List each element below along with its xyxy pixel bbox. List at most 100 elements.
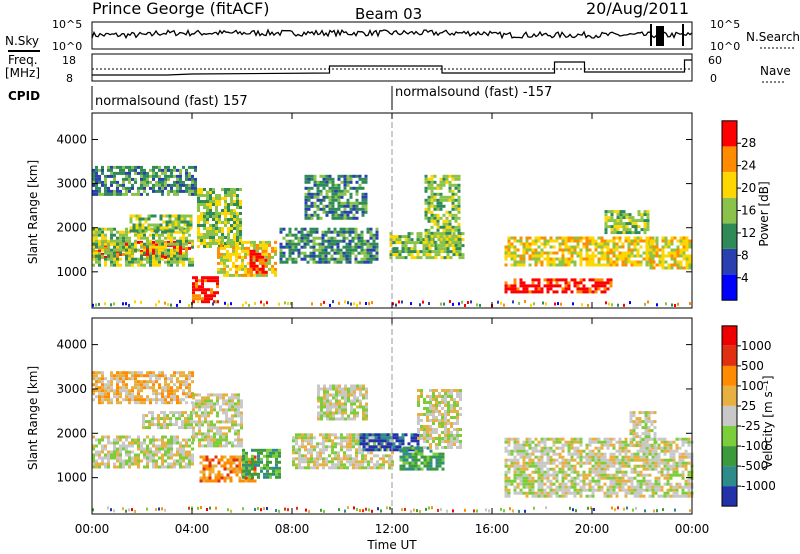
- velocity-cell: [160, 426, 163, 429]
- power-speckle: [503, 304, 505, 307]
- power-cell: [140, 243, 143, 246]
- power-cell: [683, 246, 686, 249]
- velocity-cell: [332, 406, 335, 409]
- power-speckle: [629, 301, 631, 304]
- power-cell: [215, 197, 218, 200]
- velocity-cell: [323, 394, 326, 397]
- power-cell: [373, 255, 376, 258]
- velocity-cell: [178, 426, 181, 429]
- power-cell: [402, 256, 405, 259]
- power-cell: [532, 240, 535, 243]
- velocity-cell: [219, 444, 222, 447]
- power-cell: [140, 193, 143, 196]
- velocity-cell: [185, 451, 188, 454]
- power-cell: [535, 287, 538, 290]
- power-cell: [323, 196, 326, 199]
- velocity-cell: [101, 436, 104, 439]
- power-cell: [197, 194, 200, 197]
- power-cell: [146, 261, 149, 264]
- nsearch-label: N.Search: [746, 30, 800, 44]
- velocity-cell: [104, 383, 107, 386]
- velocity-cell: [163, 423, 166, 426]
- velocity-cell: [176, 463, 179, 466]
- power-cell: [446, 196, 449, 199]
- power-cell: [434, 223, 437, 226]
- velocity-cell: [450, 434, 453, 437]
- power-cell: [239, 224, 242, 227]
- power-cell: [611, 228, 614, 231]
- velocity-cell: [228, 426, 231, 429]
- power-cell: [209, 209, 212, 212]
- velocity-cell: [429, 419, 432, 422]
- power-cell: [317, 205, 320, 208]
- velocity-cell: [137, 442, 140, 445]
- velocity-cell: [381, 445, 384, 448]
- power-cell: [443, 232, 446, 235]
- power-cell: [241, 265, 244, 268]
- velocity-cell: [234, 411, 237, 414]
- power-cell: [455, 217, 458, 220]
- power-cell: [140, 184, 143, 187]
- power-cell: [437, 235, 440, 238]
- velocity-cell: [263, 467, 266, 470]
- power-cell: [289, 249, 292, 252]
- velocity-cell: [128, 454, 131, 457]
- velocity-cell: [204, 405, 207, 408]
- power-cell: [146, 253, 149, 256]
- velocity-cell: [441, 407, 444, 410]
- velocity-cell: [332, 418, 335, 421]
- power-cell: [428, 199, 431, 202]
- velocity-cell: [131, 439, 134, 442]
- power-cell: [155, 190, 158, 193]
- power-cell: [274, 262, 277, 265]
- velocity-cell: [234, 420, 237, 423]
- power-cell: [185, 169, 188, 172]
- power-cell: [182, 255, 185, 258]
- power-cell: [152, 234, 155, 237]
- power-cell: [677, 264, 680, 267]
- velocity-cell: [128, 398, 131, 401]
- power-cell: [541, 255, 544, 258]
- velocity-cell: [317, 415, 320, 418]
- velocity-cell: [427, 456, 430, 459]
- velocity-cell: [158, 371, 161, 374]
- power-cell: [598, 261, 601, 264]
- velocity-cell: [441, 395, 444, 398]
- velocity-cell: [396, 445, 399, 448]
- velocity-cell: [212, 480, 215, 483]
- velocity-cell: [441, 416, 444, 419]
- velocity-panel: 1000200030004000: [56, 338, 693, 513]
- power-cell: [640, 255, 643, 258]
- power-speckle: [512, 300, 514, 303]
- velocity-cell: [237, 399, 240, 402]
- power-cell: [601, 252, 604, 255]
- power-cell: [173, 255, 176, 258]
- velocity-cell: [424, 465, 427, 468]
- power-colorbar-tick-label: 16: [741, 204, 756, 218]
- power-cell: [396, 235, 399, 238]
- power-cell: [201, 288, 204, 291]
- power-cell: [158, 178, 161, 181]
- power-cell: [131, 193, 134, 196]
- velocity-cell: [335, 400, 338, 403]
- power-cell: [149, 234, 152, 237]
- power-cell: [458, 211, 461, 214]
- power-cell: [119, 234, 122, 237]
- velocity-cell: [218, 477, 221, 480]
- power-cell: [505, 290, 508, 293]
- power-cell: [541, 243, 544, 246]
- velocity-cell: [275, 449, 278, 452]
- power-cell: [598, 237, 601, 240]
- velocity-cell: [203, 465, 206, 468]
- velocity-cell: [188, 383, 191, 386]
- velocity-cell: [349, 448, 352, 451]
- power-cell: [350, 202, 353, 205]
- velocity-cell: [173, 398, 176, 401]
- velocity-cell: [210, 435, 213, 438]
- power-cell: [110, 190, 113, 193]
- velocity-cell: [350, 406, 353, 409]
- velocity-cell: [158, 374, 161, 377]
- power-cell: [319, 252, 322, 255]
- power-cell: [520, 278, 523, 281]
